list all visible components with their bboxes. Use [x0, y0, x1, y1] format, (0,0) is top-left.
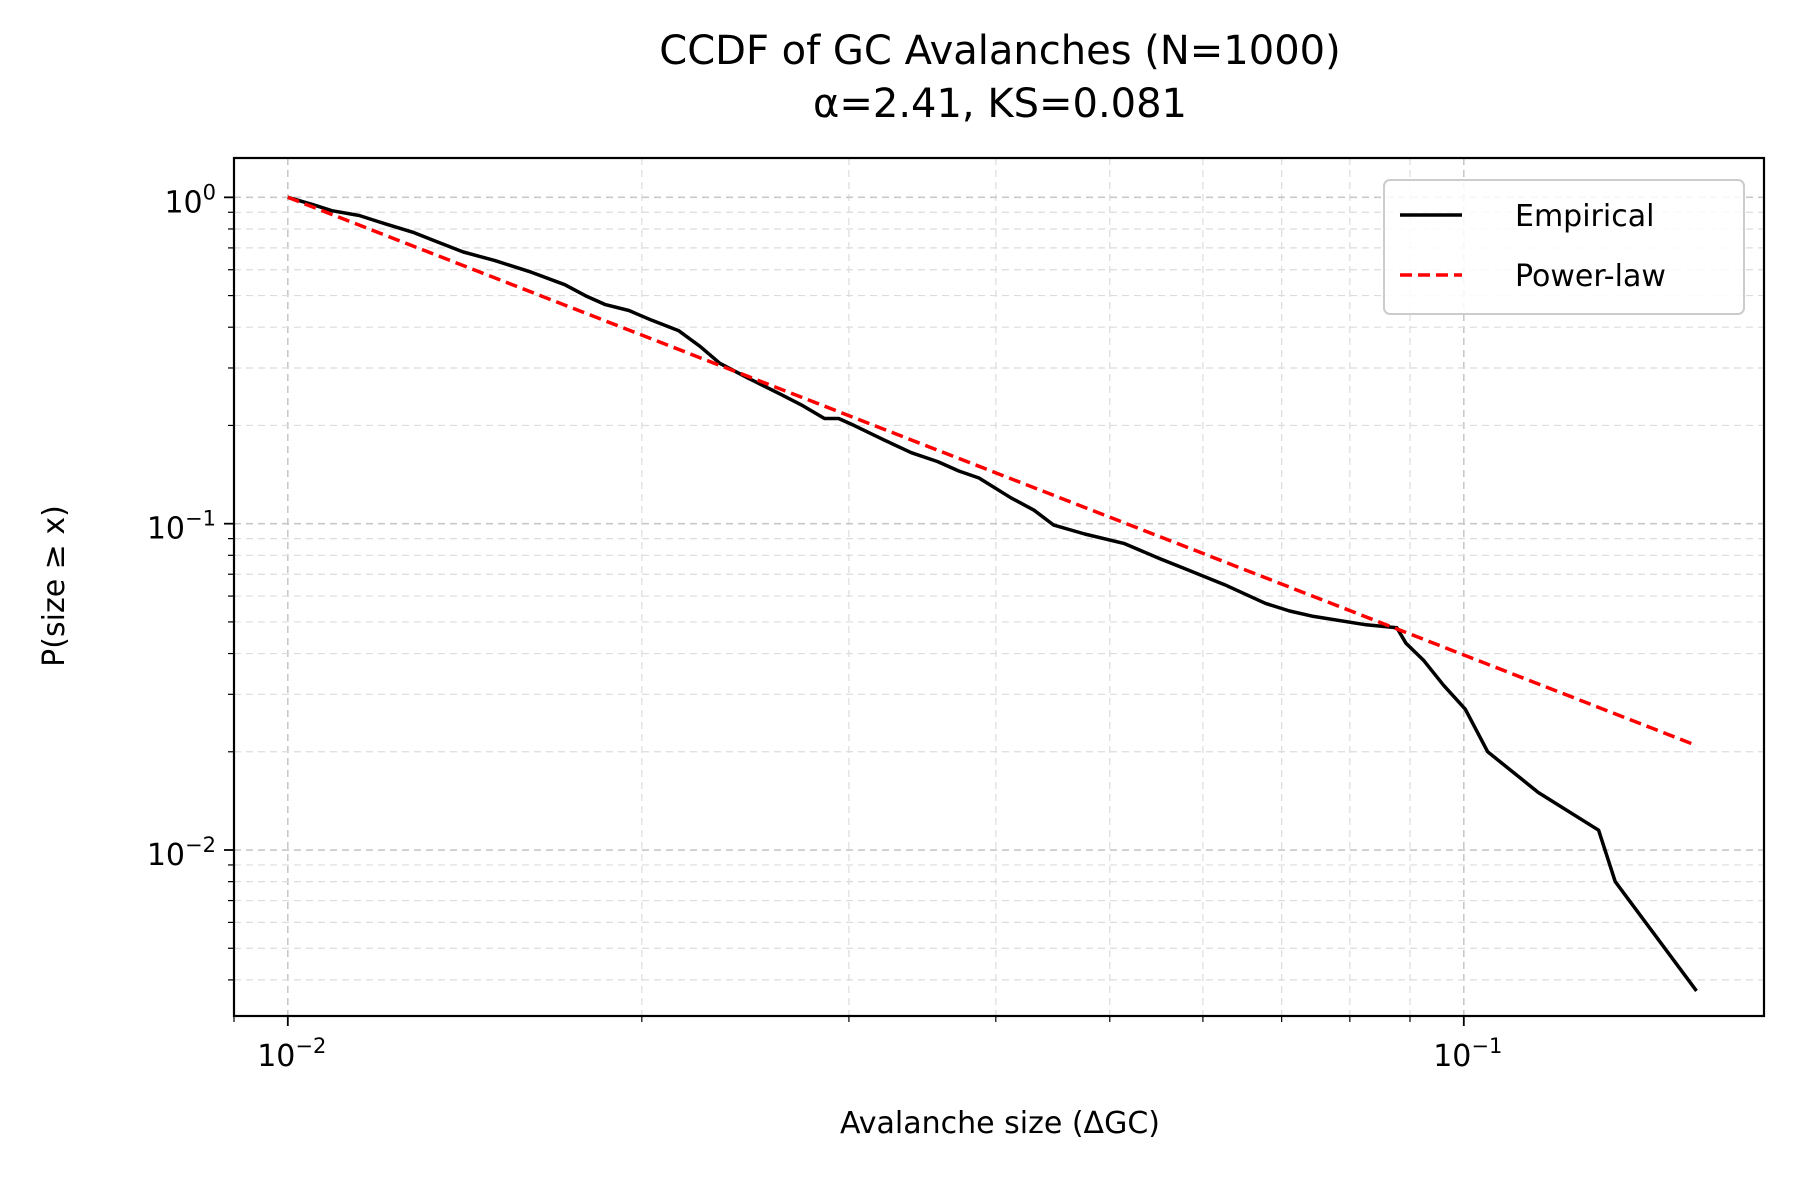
legend-box — [1383, 179, 1745, 315]
y-tick-label: 10−2 — [147, 833, 216, 873]
x-tick-label: 10−1 — [1433, 1034, 1502, 1074]
legend-label-power-law: Power-law — [1515, 259, 1666, 294]
plot-frame — [232, 156, 1766, 1018]
y-tick-label: 100 — [164, 180, 216, 220]
y-axis-label: P(size ≥ x) — [37, 505, 72, 667]
series-group — [287, 195, 1698, 992]
legend: Empirical Power-law — [1383, 179, 1745, 315]
chart-subtitle: α=2.41, KS=0.081 — [813, 81, 1187, 127]
axis-ticks: 10−2 10−1 100 10−1 10−2 — [147, 180, 1503, 1074]
chart-title: CCDF of GC Avalanches (N=1000) — [659, 28, 1340, 74]
series-line-empirical — [287, 195, 1698, 992]
legend-label-empirical: Empirical — [1515, 199, 1654, 234]
x-tick-label: 10−2 — [257, 1034, 326, 1074]
x-axis-label: Avalanche size (ΔGC) — [840, 1106, 1160, 1141]
y-tick-label: 10−1 — [147, 507, 216, 547]
